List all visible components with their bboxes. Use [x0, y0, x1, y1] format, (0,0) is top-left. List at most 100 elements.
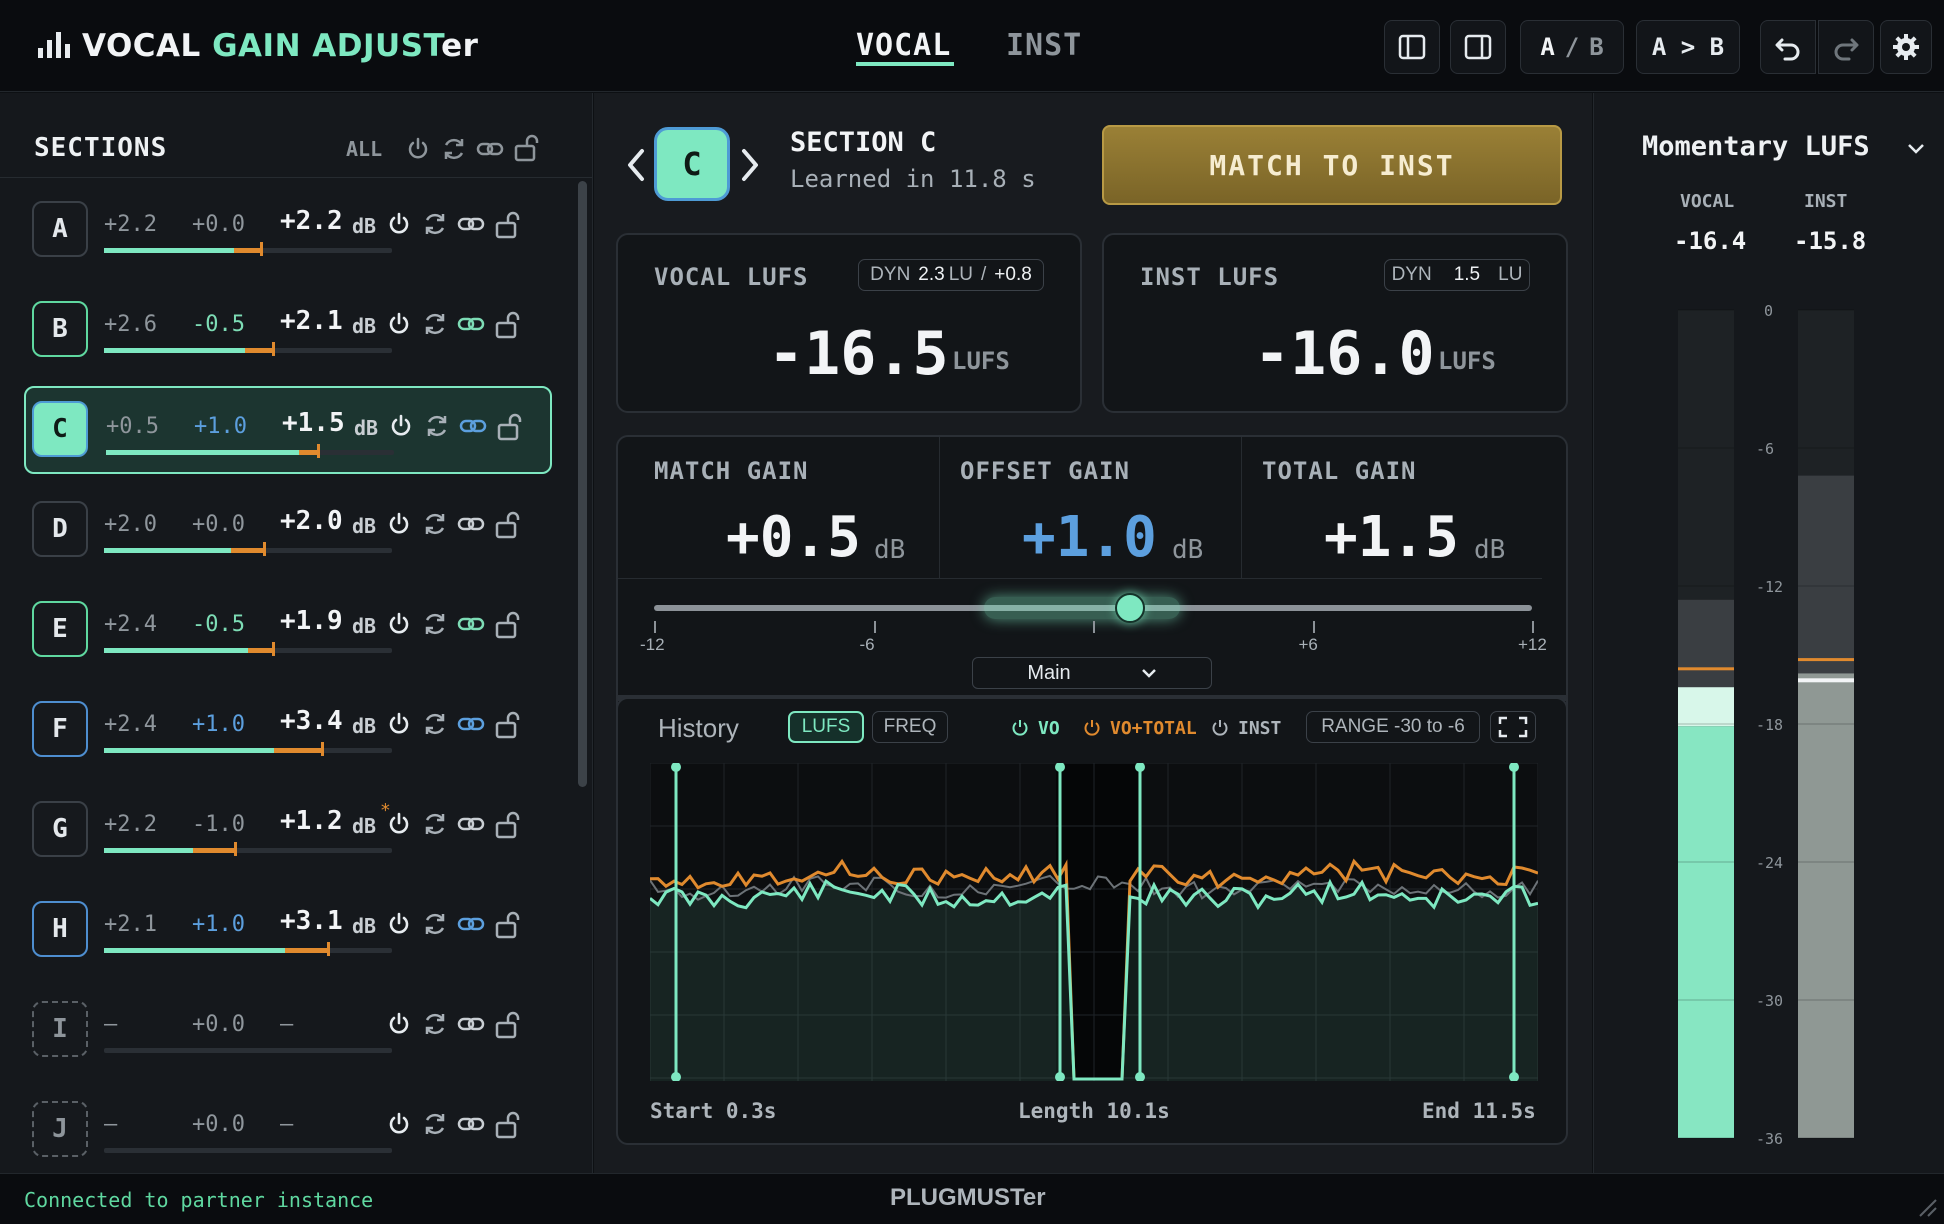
lock-open-icon[interactable] [492, 710, 522, 740]
undo-button[interactable] [1760, 20, 1816, 74]
settings-button[interactable] [1880, 20, 1932, 74]
relearn-icon[interactable] [420, 910, 450, 940]
power-icon[interactable] [386, 412, 416, 442]
section-offset-value[interactable]: -0.5 [192, 312, 245, 337]
relearn-icon[interactable] [422, 412, 452, 442]
link-icon[interactable] [456, 610, 486, 640]
lock-open-icon[interactable] [492, 910, 522, 940]
offset-gain-cell[interactable]: OFFSET GAIN +1.0 dB [940, 437, 1242, 579]
link-all-icon[interactable] [476, 135, 504, 163]
section-row-b[interactable]: B +2.6 -0.5 +2.1 dB [24, 286, 552, 374]
section-row-c[interactable]: C +0.5 +1.0 +1.5 dB [24, 386, 552, 474]
layout-right-button[interactable] [1450, 20, 1506, 74]
offset-slider-track[interactable] [654, 605, 1532, 611]
relearn-icon[interactable] [420, 1110, 450, 1140]
relearn-icon[interactable] [420, 310, 450, 340]
section-offset-value[interactable]: -1.0 [192, 812, 245, 837]
section-offset-value[interactable]: +0.0 [192, 212, 245, 237]
relearn-icon[interactable] [420, 210, 450, 240]
relearn-icon[interactable] [420, 710, 450, 740]
section-offset-value[interactable]: +1.0 [192, 712, 245, 737]
section-letter-badge[interactable]: D [32, 501, 88, 557]
power-icon[interactable] [384, 510, 414, 540]
section-letter-badge[interactable]: J [32, 1101, 88, 1157]
section-offset-value[interactable]: +0.0 [192, 1012, 245, 1037]
section-row-h[interactable]: H +2.1 +1.0 +3.1 dB [24, 886, 552, 974]
lock-open-icon[interactable] [492, 1010, 522, 1040]
link-icon[interactable] [456, 310, 486, 340]
section-row-g[interactable]: G +2.2 -1.0 +1.2 dB * [24, 786, 552, 874]
relearn-icon[interactable] [420, 810, 450, 840]
section-letter-badge[interactable]: B [32, 301, 88, 357]
section-letter-badge[interactable]: G [32, 801, 88, 857]
power-icon[interactable] [384, 810, 414, 840]
section-letter-badge[interactable]: C [32, 401, 88, 457]
relearn-icon[interactable] [420, 510, 450, 540]
section-row-d[interactable]: D +2.0 +0.0 +2.0 dB [24, 486, 552, 574]
section-offset-value[interactable]: +1.0 [194, 414, 247, 439]
tab-vocal[interactable]: VOCAL [856, 28, 952, 63]
section-row-j[interactable]: J – +0.0– [24, 1086, 552, 1174]
section-letter-badge[interactable]: H [32, 901, 88, 957]
link-icon[interactable] [458, 412, 488, 442]
chevron-right-icon[interactable] [738, 145, 762, 185]
lock-open-icon[interactable] [492, 810, 522, 840]
a-to-b-button[interactable]: A > B [1636, 20, 1740, 74]
relearn-all-icon[interactable] [440, 135, 468, 163]
scrollbar[interactable] [578, 181, 587, 787]
link-icon[interactable] [456, 810, 486, 840]
power-icon[interactable] [384, 610, 414, 640]
section-row-f[interactable]: F +2.4 +1.0 +3.4 dB [24, 686, 552, 774]
chevron-left-icon[interactable] [624, 145, 648, 185]
section-letter-badge[interactable]: A [32, 201, 88, 257]
section-letter-badge[interactable]: F [32, 701, 88, 757]
lock-open-icon[interactable] [492, 510, 522, 540]
vo-total-toggle[interactable]: VO+TOTAL [1082, 715, 1197, 741]
chevron-down-icon[interactable] [1906, 141, 1926, 157]
section-row-a[interactable]: A +2.2 +0.0 +2.2 dB [24, 186, 552, 274]
section-offset-value[interactable]: -0.5 [192, 612, 245, 637]
section-row-i[interactable]: I – +0.0– [24, 986, 552, 1074]
lock-open-icon[interactable] [494, 412, 524, 442]
redo-button[interactable] [1818, 20, 1874, 74]
link-icon[interactable] [456, 510, 486, 540]
link-icon[interactable] [456, 1110, 486, 1140]
power-all-icon[interactable] [404, 135, 432, 163]
lock-open-icon[interactable] [492, 610, 522, 640]
section-offset-value[interactable]: +1.0 [192, 912, 245, 937]
section-row-e[interactable]: E +2.4 -0.5 +1.9 dB [24, 586, 552, 674]
tab-inst[interactable]: INST [1006, 28, 1083, 63]
power-icon[interactable] [384, 910, 414, 940]
resize-grip-icon[interactable] [1916, 1196, 1938, 1218]
link-icon[interactable] [456, 1010, 486, 1040]
fullscreen-button[interactable] [1490, 711, 1536, 743]
offset-slider-knob[interactable] [1114, 593, 1145, 623]
lock-open-icon[interactable] [492, 1110, 522, 1140]
layout-left-button[interactable] [1384, 20, 1440, 74]
section-letter-badge[interactable]: E [32, 601, 88, 657]
link-icon[interactable] [456, 910, 486, 940]
lock-all-icon[interactable] [512, 133, 540, 163]
relearn-icon[interactable] [420, 1010, 450, 1040]
range-button[interactable]: RANGE -30 to -6 [1306, 711, 1480, 743]
power-icon[interactable] [384, 210, 414, 240]
relearn-icon[interactable] [420, 610, 450, 640]
mode-freq-button[interactable]: FREQ [872, 711, 948, 743]
section-offset-value[interactable]: +0.0 [192, 1112, 245, 1137]
vo-toggle[interactable]: VO [1010, 715, 1060, 741]
mode-lufs-button[interactable]: LUFS [788, 711, 864, 743]
ab-compare-button[interactable]: A / B [1520, 20, 1624, 74]
link-icon[interactable] [456, 710, 486, 740]
section-offset-value[interactable]: +0.0 [192, 512, 245, 537]
power-icon[interactable] [384, 710, 414, 740]
power-icon[interactable] [384, 1010, 414, 1040]
offset-gain-value[interactable]: +1.0 [1022, 505, 1157, 570]
section-letter-badge[interactable]: I [32, 1001, 88, 1057]
match-to-inst-button[interactable]: MATCH TO INST [1102, 125, 1562, 205]
link-icon[interactable] [456, 210, 486, 240]
power-icon[interactable] [384, 310, 414, 340]
lock-open-icon[interactable] [492, 310, 522, 340]
power-icon[interactable] [384, 1110, 414, 1140]
history-graph[interactable] [650, 763, 1538, 1081]
lock-open-icon[interactable] [492, 210, 522, 240]
